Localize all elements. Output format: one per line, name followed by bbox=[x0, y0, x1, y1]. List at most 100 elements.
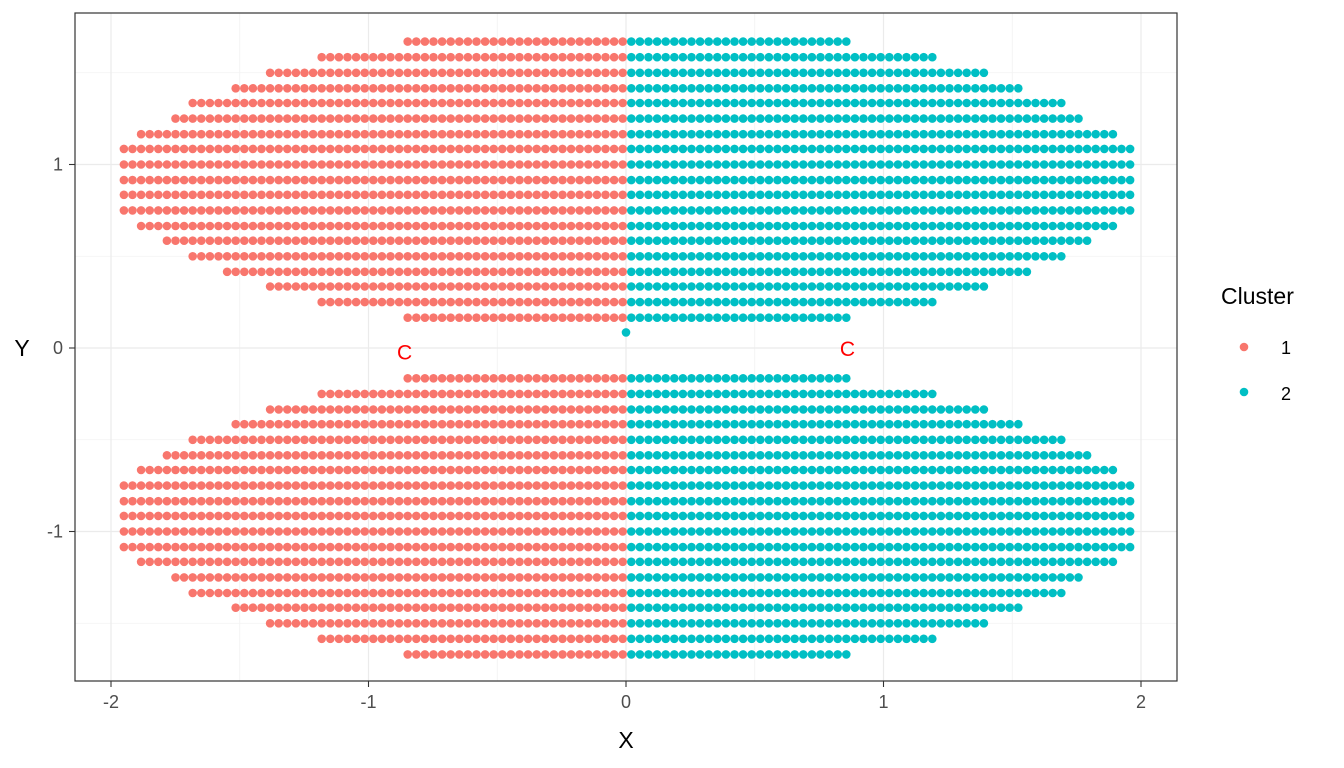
data-point-cluster-1 bbox=[437, 634, 447, 644]
data-point-cluster-2 bbox=[721, 160, 731, 169]
data-point-cluster-1 bbox=[214, 465, 223, 475]
data-point-cluster-2 bbox=[644, 619, 653, 628]
data-point-cluster-1 bbox=[386, 542, 395, 552]
data-point-cluster-1 bbox=[154, 160, 163, 169]
data-point-cluster-2 bbox=[979, 114, 989, 123]
data-point-cluster-1 bbox=[446, 374, 456, 383]
data-point-cluster-2 bbox=[652, 144, 662, 154]
data-point-cluster-1 bbox=[394, 603, 404, 612]
data-point-cluster-1 bbox=[257, 511, 266, 521]
data-point-cluster-1 bbox=[197, 542, 206, 552]
data-point-cluster-1 bbox=[575, 236, 584, 245]
data-point-cluster-2 bbox=[876, 236, 885, 245]
data-point-cluster-1 bbox=[412, 435, 421, 445]
data-point-cluster-1 bbox=[300, 573, 309, 582]
data-point-cluster-2 bbox=[962, 496, 971, 506]
data-point-cluster-2 bbox=[928, 175, 937, 185]
data-point-cluster-1 bbox=[455, 511, 464, 521]
data-point-cluster-2 bbox=[928, 603, 937, 612]
data-point-cluster-2 bbox=[678, 206, 688, 215]
data-point-cluster-2 bbox=[859, 175, 868, 185]
data-point-cluster-1 bbox=[566, 389, 576, 399]
data-point-cluster-1 bbox=[386, 144, 395, 154]
data-point-cluster-1 bbox=[257, 129, 266, 139]
data-point-cluster-2 bbox=[971, 221, 980, 231]
data-point-cluster-2 bbox=[816, 267, 825, 277]
data-point-cluster-2 bbox=[764, 84, 774, 93]
data-point-cluster-2 bbox=[953, 190, 963, 200]
data-point-cluster-1 bbox=[231, 144, 240, 154]
data-point-cluster-2 bbox=[1014, 236, 1023, 245]
data-point-cluster-2 bbox=[687, 37, 696, 46]
data-point-cluster-1 bbox=[334, 451, 344, 460]
data-point-cluster-2 bbox=[704, 451, 713, 460]
data-point-cluster-1 bbox=[403, 542, 413, 552]
data-point-cluster-2 bbox=[945, 175, 954, 185]
data-point-cluster-2 bbox=[988, 465, 997, 475]
data-point-cluster-2 bbox=[988, 236, 997, 245]
data-point-cluster-1 bbox=[532, 267, 541, 277]
data-point-cluster-2 bbox=[996, 603, 1006, 612]
data-point-cluster-2 bbox=[627, 37, 636, 46]
data-point-cluster-2 bbox=[945, 236, 954, 245]
data-point-cluster-1 bbox=[575, 98, 584, 108]
data-point-cluster-1 bbox=[480, 236, 490, 245]
data-point-cluster-2 bbox=[756, 451, 765, 460]
data-point-cluster-2 bbox=[962, 282, 971, 291]
data-point-cluster-2 bbox=[850, 465, 860, 475]
data-point-cluster-1 bbox=[248, 481, 258, 490]
data-point-cluster-1 bbox=[575, 251, 584, 261]
data-point-cluster-1 bbox=[257, 267, 266, 277]
data-point-cluster-2 bbox=[910, 481, 920, 490]
data-point-cluster-2 bbox=[1014, 129, 1023, 139]
data-point-cluster-2 bbox=[867, 603, 877, 612]
data-point-cluster-2 bbox=[893, 68, 903, 78]
data-point-cluster-2 bbox=[885, 435, 894, 445]
data-point-cluster-1 bbox=[592, 160, 602, 169]
data-point-cluster-2 bbox=[721, 435, 731, 445]
data-point-cluster-2 bbox=[867, 542, 877, 552]
data-point-cluster-2 bbox=[971, 511, 980, 521]
data-point-cluster-2 bbox=[1039, 190, 1049, 200]
data-point-cluster-1 bbox=[575, 144, 584, 154]
data-point-cluster-2 bbox=[936, 557, 946, 567]
data-point-cluster-1 bbox=[119, 175, 129, 185]
data-point-cluster-1 bbox=[240, 221, 249, 231]
data-point-cluster-2 bbox=[902, 267, 911, 277]
data-point-cluster-2 bbox=[902, 557, 911, 567]
data-point-cluster-1 bbox=[222, 129, 232, 139]
data-point-cluster-2 bbox=[756, 557, 765, 567]
data-point-cluster-1 bbox=[420, 542, 430, 552]
data-point-cluster-1 bbox=[197, 160, 206, 169]
data-point-cluster-1 bbox=[231, 98, 240, 108]
data-point-cluster-1 bbox=[179, 206, 189, 215]
data-point-cluster-1 bbox=[188, 206, 197, 215]
data-point-cluster-2 bbox=[678, 374, 688, 383]
data-point-cluster-2 bbox=[1031, 98, 1040, 108]
data-point-cluster-1 bbox=[162, 206, 172, 215]
data-point-cluster-1 bbox=[128, 527, 137, 536]
data-point-cluster-1 bbox=[506, 527, 516, 536]
data-point-cluster-1 bbox=[351, 435, 361, 445]
data-point-cluster-2 bbox=[773, 297, 782, 307]
data-point-cluster-2 bbox=[1074, 190, 1083, 200]
data-point-cluster-1 bbox=[523, 496, 533, 506]
data-point-cluster-1 bbox=[446, 588, 456, 598]
data-point-cluster-1 bbox=[360, 190, 370, 200]
data-point-cluster-2 bbox=[859, 527, 868, 536]
data-point-cluster-1 bbox=[446, 313, 456, 323]
data-point-cluster-1 bbox=[532, 68, 541, 78]
data-point-cluster-2 bbox=[936, 573, 946, 582]
data-point-cluster-1 bbox=[179, 129, 189, 139]
data-point-cluster-2 bbox=[1074, 557, 1083, 567]
data-point-cluster-1 bbox=[541, 603, 550, 612]
data-point-cluster-1 bbox=[308, 251, 318, 261]
data-point-cluster-2 bbox=[773, 542, 782, 552]
data-point-cluster-2 bbox=[1074, 496, 1083, 506]
data-point-cluster-1 bbox=[291, 114, 301, 123]
data-point-cluster-2 bbox=[687, 129, 696, 139]
data-point-cluster-1 bbox=[584, 435, 593, 445]
data-point-cluster-2 bbox=[687, 251, 696, 261]
data-point-cluster-2 bbox=[876, 496, 885, 506]
data-point-cluster-2 bbox=[867, 419, 877, 429]
